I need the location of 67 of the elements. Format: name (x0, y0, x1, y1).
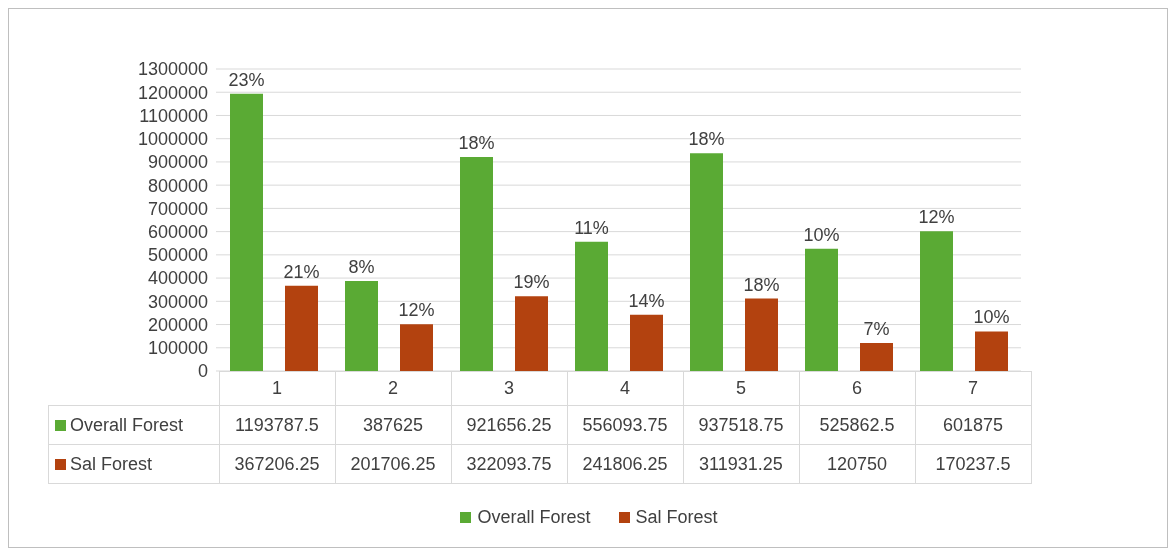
bar (805, 248, 838, 371)
data-label: 170237.5 (915, 444, 1031, 484)
y-tick-label: 700000 (147, 198, 208, 219)
data-label: 921656.25 (451, 405, 567, 445)
y-tick-label: 300000 (147, 291, 208, 312)
x-tick-label: 2 (335, 371, 451, 406)
annotation: 11% (574, 217, 609, 238)
x-tick-label: 6 (799, 371, 915, 406)
data-label: 322093.75 (451, 444, 567, 484)
annotation: 23% (228, 69, 265, 90)
data-label: 120750 (799, 444, 915, 484)
x-tick-label: 1 (219, 371, 335, 406)
y-tick-label: 600000 (147, 222, 208, 243)
y-tick-label: 1200000 (137, 82, 208, 103)
legend-label: Sal Forest (634, 507, 718, 528)
text: Overall Forest (477, 507, 591, 527)
bar (285, 285, 318, 371)
x-tick-label: 4 (567, 371, 683, 406)
data-label: 311931.25 (683, 444, 799, 484)
data-label: 601875 (915, 405, 1031, 445)
x-tick-label: 7 (915, 371, 1031, 406)
data-label: 1193787.5 (219, 405, 335, 445)
data-label: 525862.5 (799, 405, 915, 445)
text: Sal Forest (70, 453, 153, 474)
y-tick-label: 900000 (147, 152, 208, 173)
x-tick-label: 5 (683, 371, 799, 406)
bar (400, 324, 433, 371)
annotation: 8% (348, 256, 375, 277)
annotation: 18% (458, 132, 495, 153)
data-label: 241806.25 (567, 444, 683, 484)
y-tick-label: 200000 (147, 314, 208, 335)
annotation: 7% (863, 318, 890, 339)
bar (860, 342, 893, 371)
annotation: 19% (513, 272, 550, 293)
y-tick-label: 100000 (147, 338, 208, 359)
bar (345, 280, 378, 371)
data-label: 387625 (335, 405, 451, 445)
bar (575, 241, 608, 371)
x-tick-label: 3 (451, 371, 567, 406)
bar (630, 314, 663, 371)
y-tick-label: 1300000 (137, 59, 208, 80)
annotation: 18% (688, 129, 725, 150)
bar (975, 331, 1008, 371)
legend-label: Overall Forest (48, 405, 219, 445)
data-label: 201706.25 (335, 444, 451, 484)
annotation: 10% (803, 224, 840, 245)
bar (515, 296, 548, 371)
annotation: 12% (918, 207, 955, 228)
bar (920, 231, 953, 371)
annotation: 12% (398, 300, 435, 321)
annotation: 18% (743, 274, 780, 295)
y-tick-label: 800000 (147, 175, 208, 196)
bar (745, 298, 778, 371)
annotation: 21% (283, 261, 320, 282)
data-label: 367206.25 (219, 444, 335, 484)
y-tick-label: 0 (197, 361, 208, 382)
bar (230, 93, 263, 371)
annotation: 10% (973, 307, 1010, 328)
bar (460, 156, 493, 371)
y-tick-label: 500000 (147, 245, 208, 266)
data-label: 556093.75 (567, 405, 683, 445)
y-tick-label: 1000000 (137, 129, 208, 150)
y-tick-label: 400000 (147, 268, 208, 289)
annotation: 14% (628, 290, 665, 311)
bar (690, 153, 723, 371)
data-label: 937518.75 (683, 405, 799, 445)
y-tick-label: 1100000 (139, 105, 208, 126)
